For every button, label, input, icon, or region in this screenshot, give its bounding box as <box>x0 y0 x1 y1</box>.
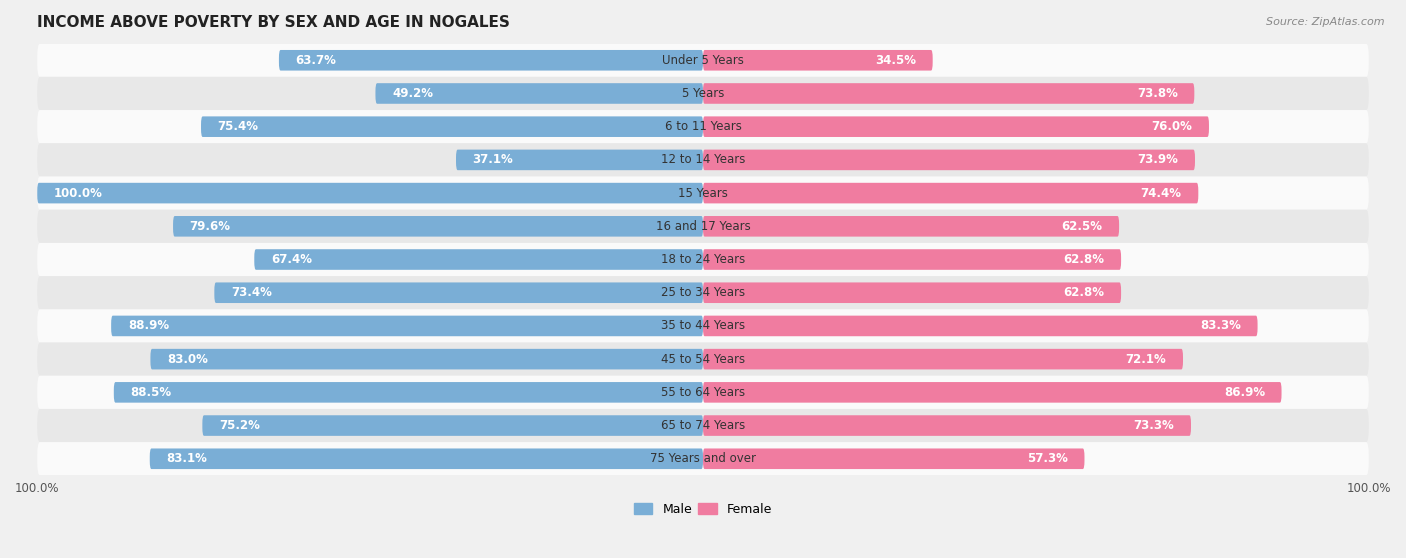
Text: 73.4%: 73.4% <box>231 286 271 299</box>
Text: 57.3%: 57.3% <box>1026 453 1067 465</box>
Text: 74.4%: 74.4% <box>1140 186 1181 200</box>
Text: 75 Years and over: 75 Years and over <box>650 453 756 465</box>
FancyBboxPatch shape <box>37 143 1369 176</box>
Text: 65 to 74 Years: 65 to 74 Years <box>661 419 745 432</box>
FancyBboxPatch shape <box>150 349 703 369</box>
Text: 49.2%: 49.2% <box>392 87 433 100</box>
FancyBboxPatch shape <box>703 150 1195 170</box>
FancyBboxPatch shape <box>37 77 1369 110</box>
Text: Source: ZipAtlas.com: Source: ZipAtlas.com <box>1267 17 1385 27</box>
Text: 86.9%: 86.9% <box>1223 386 1265 399</box>
Text: 62.8%: 62.8% <box>1063 253 1105 266</box>
Text: 88.5%: 88.5% <box>131 386 172 399</box>
Text: 15 Years: 15 Years <box>678 186 728 200</box>
Text: 16 and 17 Years: 16 and 17 Years <box>655 220 751 233</box>
FancyBboxPatch shape <box>456 150 703 170</box>
FancyBboxPatch shape <box>703 249 1121 270</box>
FancyBboxPatch shape <box>703 415 1191 436</box>
Text: 12 to 14 Years: 12 to 14 Years <box>661 153 745 166</box>
FancyBboxPatch shape <box>254 249 703 270</box>
FancyBboxPatch shape <box>202 415 703 436</box>
FancyBboxPatch shape <box>703 50 932 70</box>
Text: 72.1%: 72.1% <box>1126 353 1167 365</box>
FancyBboxPatch shape <box>703 349 1182 369</box>
Text: 83.0%: 83.0% <box>167 353 208 365</box>
Text: 18 to 24 Years: 18 to 24 Years <box>661 253 745 266</box>
FancyBboxPatch shape <box>37 409 1369 442</box>
Text: 83.1%: 83.1% <box>166 453 207 465</box>
FancyBboxPatch shape <box>703 183 1198 204</box>
FancyBboxPatch shape <box>37 176 1369 210</box>
Text: 73.9%: 73.9% <box>1137 153 1178 166</box>
FancyBboxPatch shape <box>703 449 1084 469</box>
FancyBboxPatch shape <box>37 343 1369 376</box>
Text: 6 to 11 Years: 6 to 11 Years <box>665 120 741 133</box>
Text: 73.8%: 73.8% <box>1137 87 1178 100</box>
FancyBboxPatch shape <box>37 44 1369 77</box>
Text: 100.0%: 100.0% <box>53 186 103 200</box>
FancyBboxPatch shape <box>703 382 1281 403</box>
FancyBboxPatch shape <box>703 216 1119 237</box>
Text: INCOME ABOVE POVERTY BY SEX AND AGE IN NOGALES: INCOME ABOVE POVERTY BY SEX AND AGE IN N… <box>37 15 510 30</box>
FancyBboxPatch shape <box>37 309 1369 343</box>
Text: 76.0%: 76.0% <box>1152 120 1192 133</box>
FancyBboxPatch shape <box>37 376 1369 409</box>
FancyBboxPatch shape <box>37 210 1369 243</box>
Text: 34.5%: 34.5% <box>875 54 917 67</box>
FancyBboxPatch shape <box>214 282 703 303</box>
Text: 5 Years: 5 Years <box>682 87 724 100</box>
FancyBboxPatch shape <box>703 83 1194 104</box>
Text: 37.1%: 37.1% <box>472 153 513 166</box>
FancyBboxPatch shape <box>703 316 1257 336</box>
FancyBboxPatch shape <box>703 282 1121 303</box>
FancyBboxPatch shape <box>375 83 703 104</box>
FancyBboxPatch shape <box>37 243 1369 276</box>
Text: 79.6%: 79.6% <box>190 220 231 233</box>
Legend: Male, Female: Male, Female <box>628 498 778 521</box>
FancyBboxPatch shape <box>37 276 1369 309</box>
Text: 88.9%: 88.9% <box>128 319 169 333</box>
Text: 75.4%: 75.4% <box>218 120 259 133</box>
FancyBboxPatch shape <box>150 449 703 469</box>
Text: 75.2%: 75.2% <box>219 419 260 432</box>
Text: 55 to 64 Years: 55 to 64 Years <box>661 386 745 399</box>
Text: 35 to 44 Years: 35 to 44 Years <box>661 319 745 333</box>
Text: 63.7%: 63.7% <box>295 54 336 67</box>
FancyBboxPatch shape <box>201 117 703 137</box>
Text: 67.4%: 67.4% <box>271 253 312 266</box>
Text: Under 5 Years: Under 5 Years <box>662 54 744 67</box>
Text: 62.5%: 62.5% <box>1062 220 1102 233</box>
Text: 73.3%: 73.3% <box>1133 419 1174 432</box>
Text: 25 to 34 Years: 25 to 34 Years <box>661 286 745 299</box>
FancyBboxPatch shape <box>37 183 703 204</box>
Text: 45 to 54 Years: 45 to 54 Years <box>661 353 745 365</box>
FancyBboxPatch shape <box>703 117 1209 137</box>
FancyBboxPatch shape <box>278 50 703 70</box>
FancyBboxPatch shape <box>111 316 703 336</box>
Text: 83.3%: 83.3% <box>1201 319 1241 333</box>
FancyBboxPatch shape <box>37 442 1369 475</box>
FancyBboxPatch shape <box>37 110 1369 143</box>
FancyBboxPatch shape <box>173 216 703 237</box>
Text: 62.8%: 62.8% <box>1063 286 1105 299</box>
FancyBboxPatch shape <box>114 382 703 403</box>
